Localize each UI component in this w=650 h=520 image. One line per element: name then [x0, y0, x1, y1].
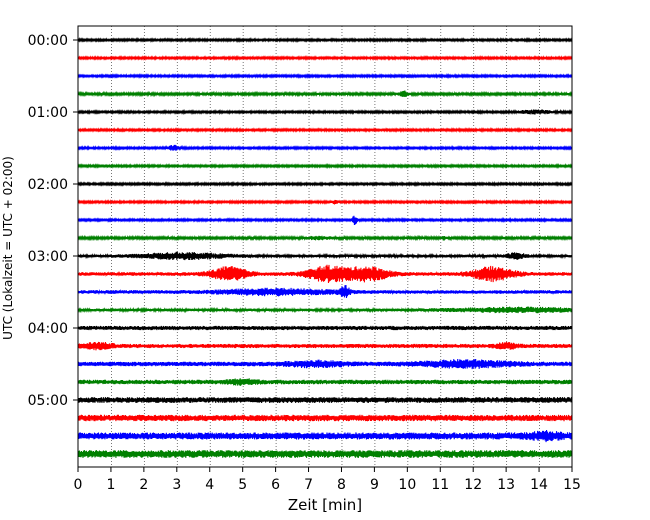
trace-row	[77, 378, 573, 386]
y-tick-label: 03:00	[28, 249, 68, 265]
x-tick-label: 0	[74, 477, 83, 493]
y-tick-label: 00:00	[28, 33, 68, 49]
seismogram-traces	[77, 36, 573, 458]
trace-row	[77, 325, 573, 331]
x-tick-label: 7	[304, 477, 313, 493]
x-tick-label: 4	[205, 477, 214, 493]
trace-row	[77, 36, 573, 44]
trace-row	[77, 215, 573, 226]
trace-row	[77, 90, 573, 98]
trace-row	[77, 359, 573, 370]
plot-frame	[77, 25, 573, 468]
trace-row	[77, 108, 573, 116]
x-tick-label: 10	[398, 477, 416, 493]
y-tick-label: 05:00	[28, 393, 68, 409]
trace-row	[77, 306, 573, 314]
x-tick-label: 6	[271, 477, 280, 493]
y-axis-label: UTC (Lokalzeit = UTC + 02:00)	[1, 156, 15, 340]
x-tick-label: 1	[106, 477, 115, 493]
x-tick-label: 5	[238, 477, 247, 493]
y-tick-label: 02:00	[28, 177, 68, 193]
x-axis-label: Zeit [min]	[288, 496, 362, 514]
x-axis-ticks: 0 1 2 3 4 5 6 7 8 9 10 11 12 13 14 15	[74, 467, 581, 493]
trace-row	[77, 285, 573, 298]
x-tick-label: 8	[337, 477, 346, 493]
trace-row	[77, 450, 573, 458]
trace-row	[77, 430, 573, 443]
x-tick-label: 14	[530, 477, 548, 493]
trace-row	[77, 72, 573, 80]
trace-row	[77, 126, 573, 134]
trace-row	[77, 264, 573, 284]
trace-row	[77, 198, 573, 205]
x-tick-label: 3	[172, 477, 181, 493]
trace-row	[77, 54, 573, 62]
x-tick-label: 11	[431, 477, 449, 493]
x-tick-label: 13	[497, 477, 515, 493]
trace-row	[77, 234, 573, 242]
trace-row	[77, 341, 573, 351]
trace-row	[77, 162, 573, 170]
x-tick-label: 9	[370, 477, 379, 493]
y-axis-ticks: 00:00 01:00 02:00 03:00 04:00 05:00	[28, 33, 78, 409]
trace-row	[77, 144, 573, 152]
x-tick-label: 2	[139, 477, 148, 493]
trace-row	[77, 414, 573, 422]
trace-row	[77, 251, 573, 261]
y-tick-label: 01:00	[28, 105, 68, 121]
y-tick-label: 04:00	[28, 321, 68, 337]
x-tick-label: 15	[563, 477, 581, 493]
trace-row	[77, 397, 573, 403]
trace-row	[77, 180, 573, 188]
x-tick-label: 12	[464, 477, 482, 493]
